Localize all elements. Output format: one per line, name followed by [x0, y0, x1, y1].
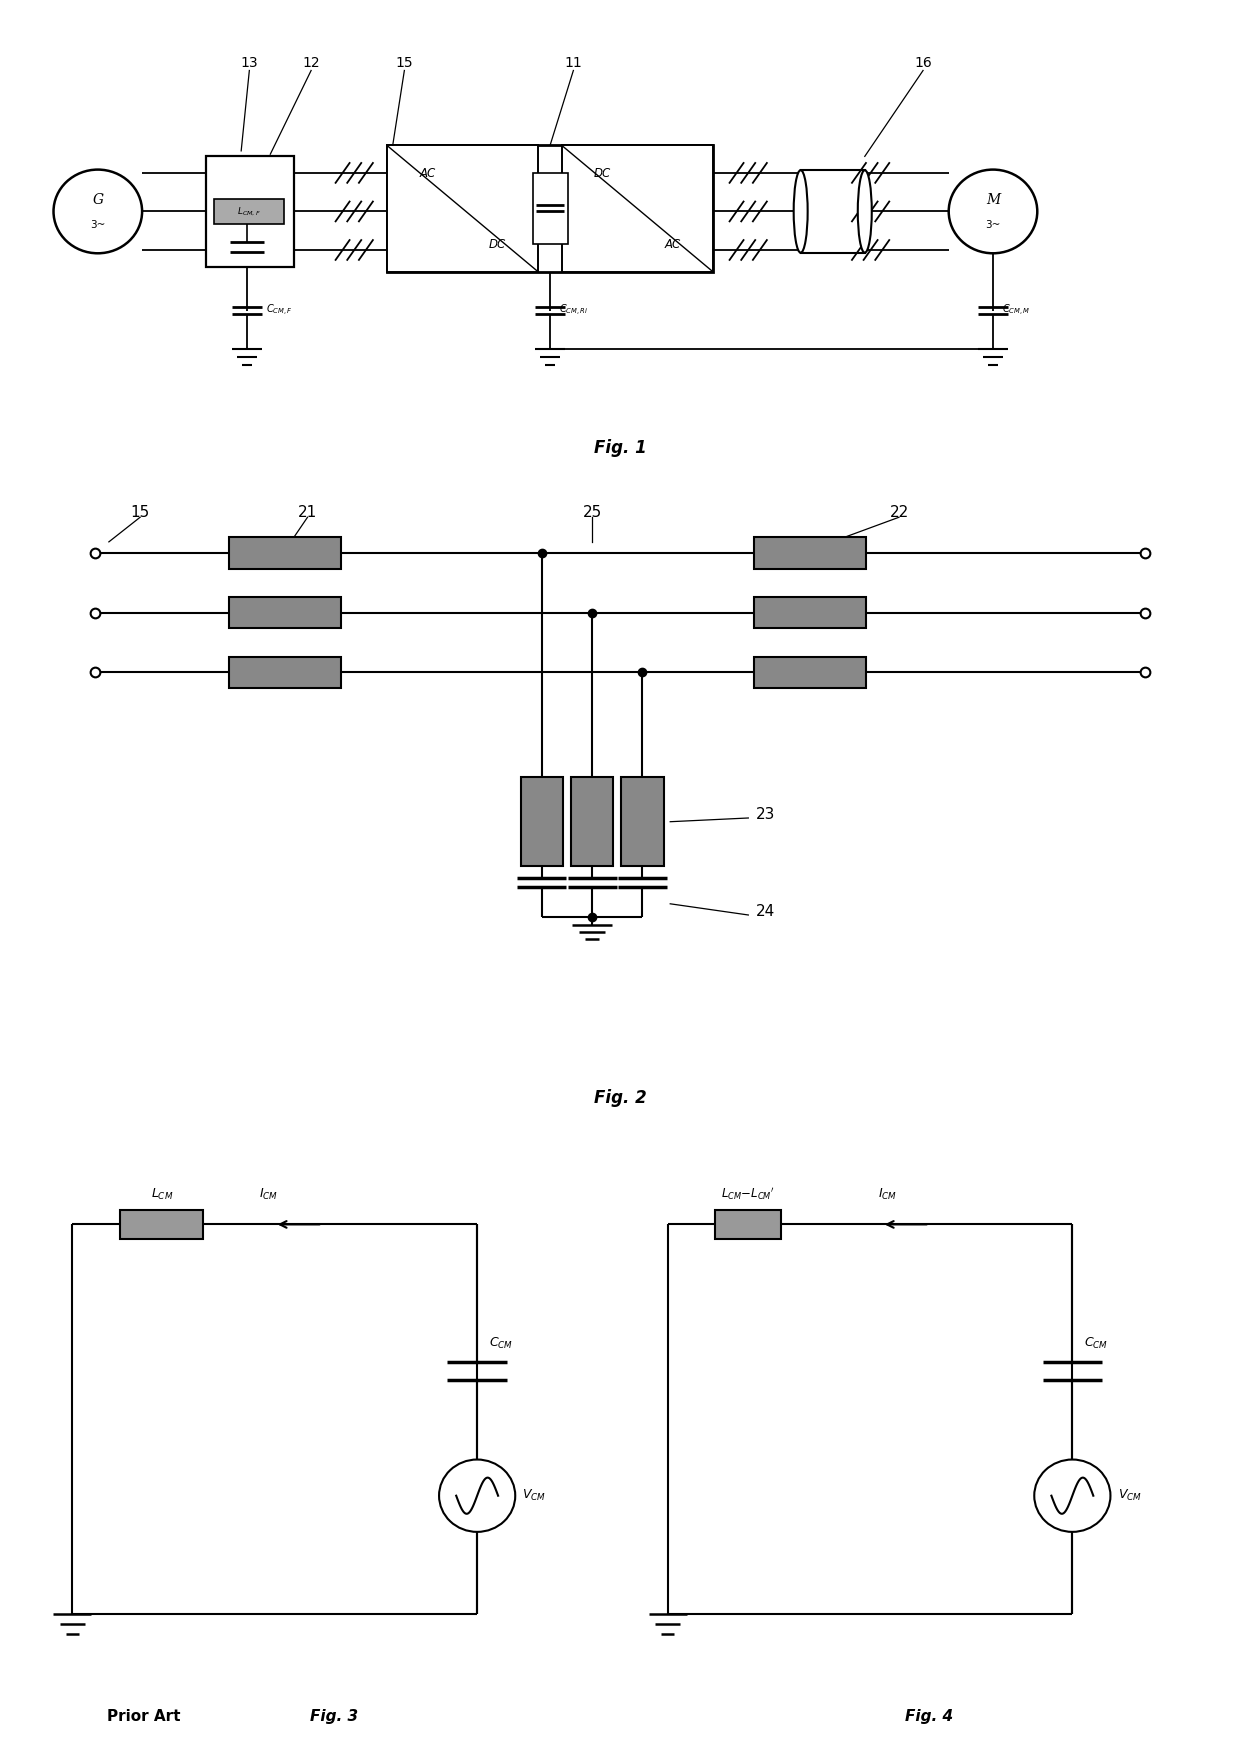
Text: AC: AC	[419, 167, 435, 180]
Text: $C_{CM,F}$: $C_{CM,F}$	[265, 303, 293, 319]
Bar	[206, 157, 294, 266]
Text: 3~: 3~	[986, 220, 1001, 229]
Text: $C_{CM}$: $C_{CM}$	[1084, 1336, 1109, 1351]
Ellipse shape	[858, 171, 872, 252]
Bar	[387, 146, 538, 271]
Circle shape	[53, 169, 143, 254]
Text: Prior Art: Prior Art	[107, 1709, 181, 1723]
Bar	[521, 777, 563, 867]
Text: $I_{CM}$: $I_{CM}$	[878, 1188, 898, 1202]
Bar	[215, 199, 284, 224]
Text: 24: 24	[755, 904, 775, 918]
Text: 23: 23	[755, 807, 775, 821]
Circle shape	[439, 1459, 516, 1531]
Bar	[229, 537, 341, 569]
Text: 21: 21	[298, 504, 317, 520]
Text: Fig. 4: Fig. 4	[905, 1709, 954, 1723]
Text: $V_{CM}$: $V_{CM}$	[522, 1489, 547, 1503]
Bar	[621, 777, 663, 867]
Text: 12: 12	[303, 56, 320, 70]
Text: 13: 13	[241, 56, 258, 70]
Text: 16: 16	[914, 56, 932, 70]
Text: 15: 15	[130, 504, 150, 520]
Text: 22: 22	[889, 504, 909, 520]
Bar	[754, 537, 866, 569]
Circle shape	[1034, 1459, 1111, 1531]
Ellipse shape	[794, 171, 807, 252]
Text: $I_{CM}$: $I_{CM}$	[259, 1188, 279, 1202]
Text: Fig. 2: Fig. 2	[594, 1089, 646, 1107]
Bar	[754, 657, 866, 689]
Bar	[715, 1210, 781, 1239]
Bar	[754, 597, 866, 629]
Text: $C_{CM}$: $C_{CM}$	[489, 1336, 513, 1351]
Bar	[533, 173, 568, 245]
Bar	[229, 597, 341, 629]
Text: $L_{CM,F}$: $L_{CM,F}$	[237, 206, 262, 217]
Text: $C_{CM,M}$: $C_{CM,M}$	[1002, 303, 1030, 319]
Text: G: G	[92, 194, 103, 208]
Text: 3~: 3~	[91, 220, 105, 229]
Bar	[120, 1210, 203, 1239]
Text: $C_{CM,Ri}$: $C_{CM,Ri}$	[559, 303, 589, 319]
Text: 11: 11	[564, 56, 583, 70]
Text: $L_{CM}$: $L_{CM}$	[150, 1188, 172, 1202]
Text: $V_{CM}$: $V_{CM}$	[1117, 1489, 1142, 1503]
Text: DC: DC	[489, 238, 506, 250]
Text: AC: AC	[665, 238, 681, 250]
Text: 15: 15	[396, 56, 413, 70]
Text: Fig. 3: Fig. 3	[310, 1709, 358, 1723]
Text: $L_{CM}{-}L_{CM}{^\prime}$: $L_{CM}{-}L_{CM}{^\prime}$	[720, 1186, 774, 1202]
Bar	[562, 146, 713, 271]
Bar	[570, 777, 614, 867]
Text: M: M	[986, 194, 1001, 208]
Text: Fig. 1: Fig. 1	[594, 439, 646, 456]
Bar	[229, 657, 341, 689]
Text: DC: DC	[594, 167, 611, 180]
Bar	[801, 171, 864, 252]
Circle shape	[949, 169, 1038, 254]
Text: 25: 25	[583, 504, 601, 520]
Bar	[387, 146, 713, 271]
